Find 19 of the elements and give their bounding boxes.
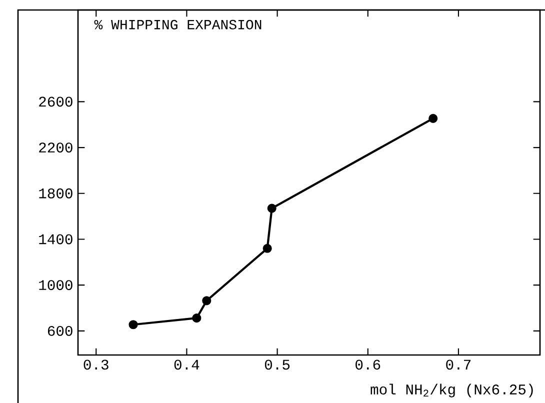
point bbox=[267, 204, 276, 213]
point bbox=[262, 244, 272, 253]
x-axis-title: mol NH$_{2}$/kg (Nx6.25) bbox=[370, 384, 533, 398]
y-tick-label: 1800 bbox=[39, 188, 72, 198]
y-tick-label: 2600 bbox=[39, 96, 72, 107]
point bbox=[202, 296, 212, 306]
y-tick-label: 1400 bbox=[39, 234, 72, 244]
point bbox=[428, 114, 438, 123]
x-tick-label: 0.5 bbox=[264, 360, 290, 370]
y-tick-label: 600 bbox=[48, 326, 72, 336]
y-tick-label: 2200 bbox=[39, 142, 72, 153]
y-axis-title: % WHIPPING EXPANSION bbox=[94, 20, 262, 30]
x-tick-label: 0.7 bbox=[446, 360, 471, 370]
x-tick-label: 0.4 bbox=[174, 360, 200, 370]
point bbox=[128, 320, 138, 330]
point bbox=[192, 314, 202, 323]
x-tick-label: 0.6 bbox=[356, 360, 380, 370]
x-tick-label: 0.3 bbox=[84, 360, 108, 370]
y-tick-label: 1000 bbox=[39, 280, 72, 290]
